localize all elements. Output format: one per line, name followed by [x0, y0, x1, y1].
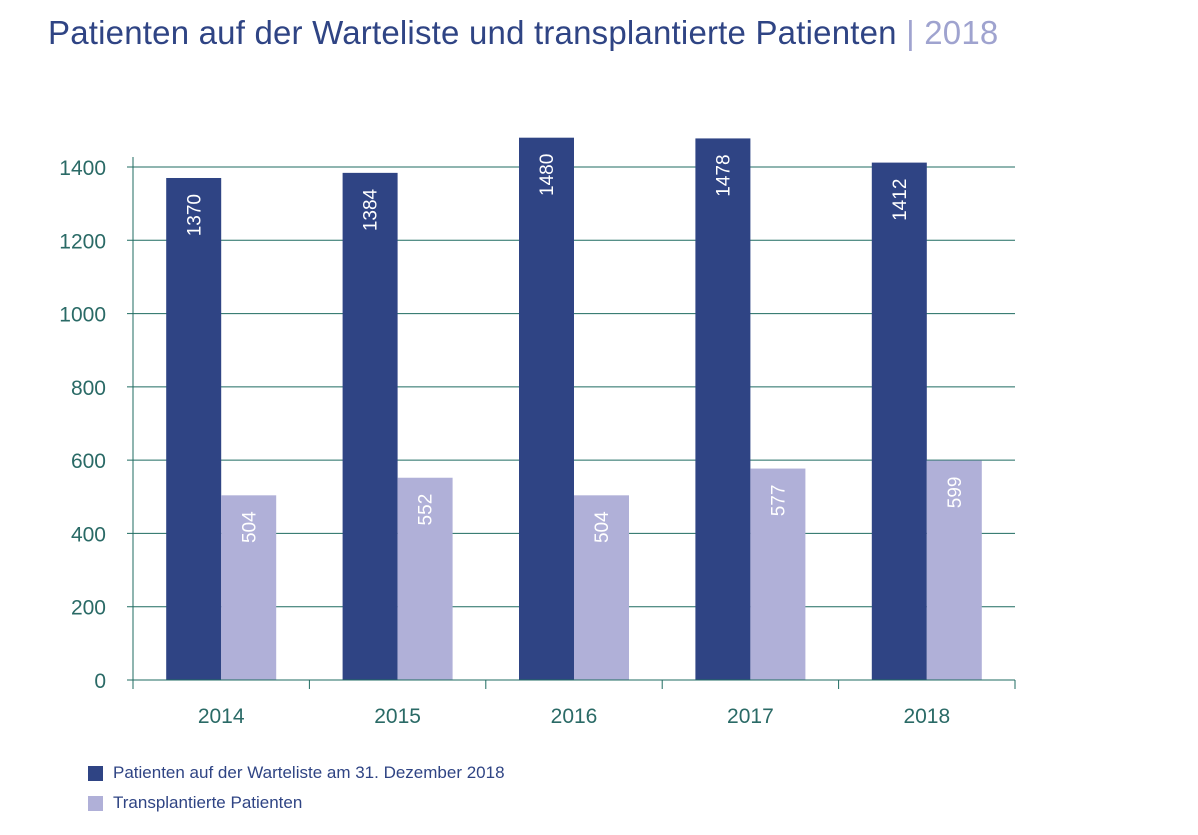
value-label-transplanted-2015: 552: [416, 494, 437, 526]
y-tick-label-800: 800: [71, 377, 106, 400]
bar-waitlist-2014: [166, 177, 222, 680]
bar-chart: 0 200 400 600 800 1000 1200 1400 1370 504 1384 552…: [59, 137, 1016, 728]
bar-transplanted-2018: [926, 460, 982, 680]
legend-label-waitlist: Patienten auf der Warteliste am 31. Deze…: [113, 763, 505, 782]
bar-waitlist-2018: [871, 162, 927, 681]
value-label-waitlist-2014: 1370: [184, 194, 205, 236]
x-tick-label-2018: 2018: [903, 705, 950, 728]
y-tick-label-600: 600: [71, 450, 106, 473]
value-label-transplanted-2016: 504: [592, 511, 613, 543]
legend: Patienten auf der Warteliste am 31. Deze…: [88, 758, 505, 818]
bar-transplanted-2017: [750, 468, 806, 680]
x-tick-label-2014: 2014: [198, 705, 245, 728]
value-label-transplanted-2018: 599: [945, 477, 966, 509]
y-axis: 0 200 400 600 800 1000 1200 1400: [59, 157, 134, 693]
value-label-waitlist-2018: 1412: [890, 179, 911, 221]
bar-waitlist-2017: [695, 138, 751, 680]
y-tick-label-200: 200: [71, 597, 106, 620]
x-tick-label-2016: 2016: [551, 705, 598, 728]
legend-swatch-waitlist: [88, 765, 103, 781]
value-label-transplanted-2014: 504: [239, 511, 260, 543]
legend-item-transplanted: Transplantierte Patienten: [88, 788, 505, 818]
x-tick-label-2017: 2017: [727, 705, 774, 728]
y-tick-label-400: 400: [71, 523, 106, 546]
y-tick-label-0: 0: [94, 670, 106, 693]
bar-waitlist-2015: [342, 172, 398, 680]
chart-title-year: 2018: [924, 14, 999, 51]
y-tick-label-1200: 1200: [59, 230, 106, 253]
chart-title-main: Patienten auf der Warteliste und transpl…: [48, 14, 897, 51]
y-tick-label-1000: 1000: [59, 304, 106, 327]
x-tick-label-2015: 2015: [374, 705, 421, 728]
legend-item-waitlist: Patienten auf der Warteliste am 31. Deze…: [88, 758, 505, 788]
bar-transplanted-2014: [221, 495, 277, 680]
value-label-waitlist-2016: 1480: [537, 154, 558, 196]
bar-transplanted-2016: [574, 495, 629, 680]
legend-swatch-transplanted: [88, 795, 103, 811]
value-label-transplanted-2017: 577: [769, 485, 790, 517]
x-axis: 2014 2015 2016 2017 2018: [132, 679, 1016, 728]
bars: 1370 504 1384 552 1480 504 1478 577 1412 599: [166, 137, 982, 681]
chart-title: Patienten auf der Warteliste und transpl…: [48, 14, 998, 52]
bar-waitlist-2016: [519, 137, 574, 680]
chart-title-separator: |: [906, 14, 915, 51]
y-tick-label-1400: 1400: [59, 157, 106, 180]
legend-label-transplanted: Transplantierte Patienten: [113, 793, 303, 812]
value-label-waitlist-2015: 1384: [361, 188, 382, 231]
value-label-waitlist-2017: 1478: [714, 154, 735, 196]
bar-transplanted-2015: [397, 477, 453, 680]
